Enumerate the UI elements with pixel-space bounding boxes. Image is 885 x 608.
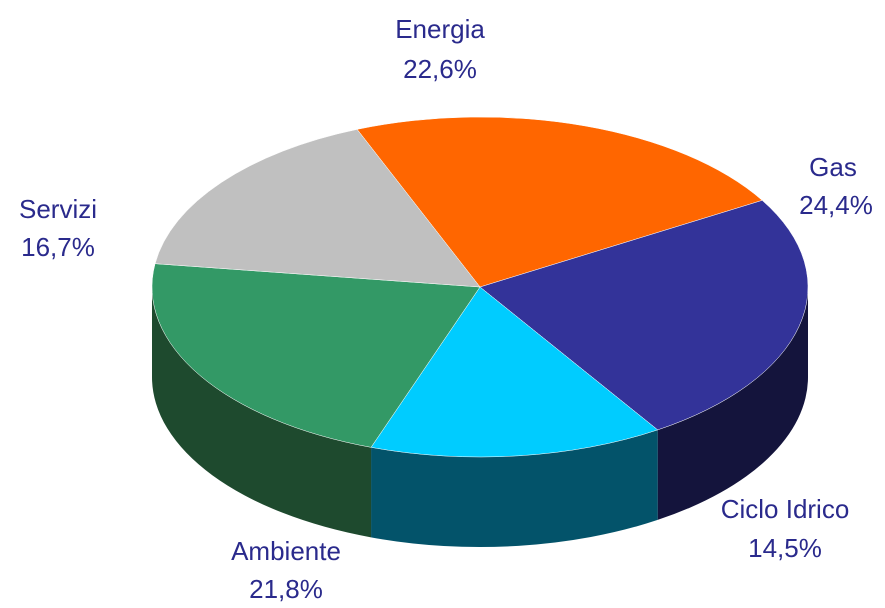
pie-slice-ambiente bbox=[151, 263, 481, 448]
pie-side-ciclo-idrico bbox=[371, 429, 658, 547]
slice-label-servizi: Servizi bbox=[19, 194, 97, 224]
pie-sides bbox=[152, 287, 808, 547]
pie-side-ambiente bbox=[152, 287, 372, 538]
slice-value-gas: 24,4% bbox=[799, 190, 873, 220]
slice-value-servizi: 16,7% bbox=[21, 232, 95, 262]
slice-label-gas: Gas bbox=[809, 152, 857, 182]
pie-slice-gas bbox=[479, 200, 809, 431]
slice-label-ciclo-idrico: Ciclo Idrico bbox=[721, 494, 850, 524]
pie-slices bbox=[151, 116, 809, 458]
slice-value-ambiente: 21,8% bbox=[249, 574, 323, 604]
pie-slice-ciclo-idrico bbox=[370, 286, 659, 458]
slice-value-energia: 22,6% bbox=[403, 54, 477, 84]
pie-slice-servizi bbox=[154, 129, 481, 288]
pie-slice-energia bbox=[356, 116, 763, 288]
slice-value-ciclo-idrico: 14,5% bbox=[748, 533, 822, 563]
slice-label-energia: Energia bbox=[395, 14, 485, 44]
pie-side-gas bbox=[657, 287, 808, 520]
slice-label-ambiente: Ambiente bbox=[231, 536, 341, 566]
